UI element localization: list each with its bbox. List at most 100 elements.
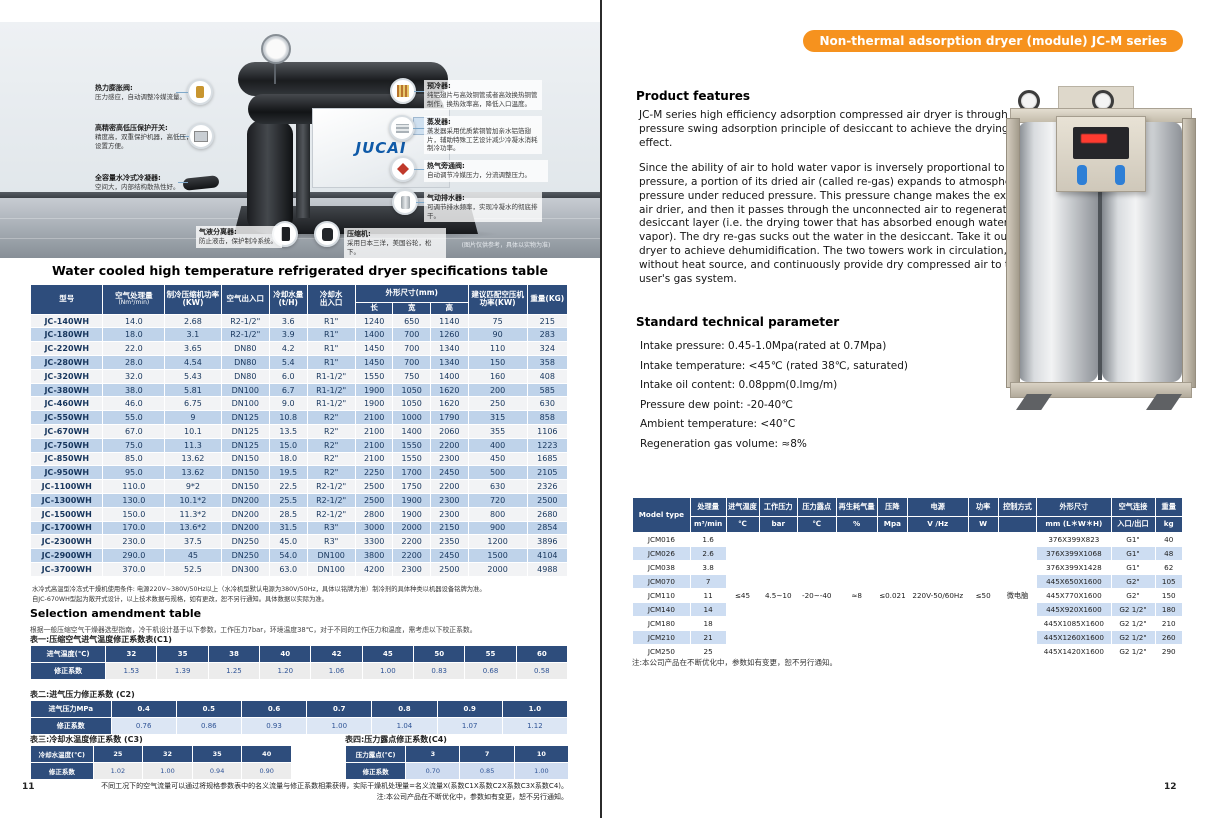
- table-cell: 3: [405, 745, 461, 763]
- table-row: JCM026 2.6 376X399X1068 G1" 48: [632, 546, 1183, 561]
- table-cell: 32: [105, 645, 158, 663]
- table-cell: 1260: [430, 327, 469, 343]
- tech-parameter: Intake pressure: 0.45-1.0Mpa(rated at 0.…: [640, 340, 887, 352]
- precooler-icon: [390, 78, 416, 104]
- table-cell: 0.9: [436, 700, 503, 718]
- col-regen-gas: 再生耗气量: [835, 497, 878, 517]
- table-cell: 450: [467, 451, 528, 467]
- col-match-power: 建议匹配空压机功率(KW): [467, 284, 528, 315]
- col-model: 型号: [29, 284, 104, 315]
- correction-table-c1: 进气温度(℃) 32 35 38 40 42 45 50 55 60 修正系数 1.53 1.39 1.2…: [29, 645, 569, 680]
- footer-line: 注:本公司产品在不断优化中，参数如有变更，恕不另行通知。: [376, 792, 568, 801]
- table-cell: 2854: [526, 520, 569, 536]
- table-cell: 3800: [354, 548, 394, 563]
- table-cell: 1.53: [105, 662, 158, 680]
- table-cell: 105: [1154, 574, 1183, 589]
- table-cell: 0.68: [464, 662, 517, 680]
- table-cell: 1750: [392, 479, 431, 494]
- callout-desc: 防止液击，保护制冷系统。: [199, 237, 277, 246]
- table-cell: 31.5: [268, 520, 308, 536]
- table-cell: 1400: [354, 327, 394, 343]
- table-cell: 22.0: [102, 341, 166, 357]
- table-cell: ≤50: [967, 532, 999, 659]
- table-cell: 3.8: [689, 560, 727, 575]
- table-row: JCM070 7 445X650X1600 G2" 105: [632, 574, 1183, 589]
- table-cell: 1106: [526, 424, 569, 439]
- table-cell: 2300: [430, 451, 469, 467]
- table-cell: 18: [689, 616, 727, 631]
- table-cell: R2-1/2": [306, 479, 356, 494]
- callout-pressure-switch: 高精密高低压保护开关: 精度高，双重保护机器，高低压，设置方便。: [95, 124, 193, 150]
- table-cell: 2000: [392, 520, 431, 536]
- table-cell: 900: [467, 520, 528, 536]
- table-cell: 1550: [354, 368, 394, 384]
- correction-table-c2: 进气压力MPa 0.4 0.5 0.6 0.7 0.8 0.9 1.0 修正系数 0.76 0.86…: [30, 700, 569, 735]
- table-cell: 21: [689, 630, 727, 645]
- table-cell: 1700: [392, 465, 431, 481]
- leader-line: [178, 136, 189, 137]
- table-cell: 2250: [354, 465, 394, 481]
- table-cell: 75: [467, 313, 528, 329]
- table-cell: 4104: [526, 548, 569, 563]
- table-cell: 500: [467, 465, 528, 481]
- table-row: JCM110 11 445X770X1600 G2" 150: [632, 588, 1183, 603]
- table-cell: 0.93: [240, 717, 308, 735]
- table-cell: 进气压力MPa: [30, 700, 112, 718]
- callout-separator: 气液分离器: 防止液击，保护制冷系统。: [196, 226, 282, 248]
- page-left: JUCAI 热力膨胀阀:: [0, 0, 600, 818]
- frame-rail-left: [1006, 118, 1020, 388]
- table-cell: 5.43: [164, 368, 222, 384]
- table-cell: 1240: [354, 313, 394, 329]
- table-row: JC-2900WH 290.0 45 DN250 54.0 DN100 3800 2200 24…: [29, 548, 569, 563]
- table-cell: JCM070: [632, 574, 691, 589]
- table-cell: 445X1420X1600: [1036, 644, 1112, 659]
- bottom-plate: [1010, 382, 1192, 398]
- table-cell: 1340: [430, 341, 469, 357]
- table-cell: 63.0: [268, 561, 308, 577]
- table-cell: 75.0: [102, 437, 166, 453]
- table-row: 修正系数 1.02 1.00 0.94 0.90: [30, 762, 292, 780]
- table-cell: 3.6: [268, 313, 308, 329]
- table-cell: JCM250: [632, 644, 691, 659]
- table-cell: DN100: [306, 561, 356, 577]
- table-cell: 0.4: [110, 700, 177, 718]
- table-cell: 1550: [392, 437, 431, 453]
- table-cell: 2500: [526, 492, 569, 508]
- table-cell: 50: [413, 645, 466, 663]
- pressure-switch-icon: [188, 123, 214, 149]
- table-cell: 1200: [467, 534, 528, 550]
- callout-title: 气动排水器:: [427, 194, 465, 202]
- table-cell: 3896: [526, 534, 569, 550]
- table-cell: JC-380WH: [29, 382, 104, 398]
- table-cell: R1": [306, 327, 356, 343]
- table-cell: 376X399X823: [1036, 532, 1112, 547]
- table-cell: 2450: [430, 548, 469, 563]
- table-row: 修正系数 0.76 0.86 0.93 1.00 1.04 1.07 1.12: [30, 717, 569, 735]
- table-cell: JC-950WH: [29, 465, 104, 481]
- callout-desc: 自动调节冷媒压力，分流调整压力。: [427, 171, 531, 180]
- table-cell: 3300: [354, 534, 394, 550]
- table-cell: 28.0: [102, 355, 166, 370]
- table-cell: 150: [467, 355, 528, 370]
- table-cell: 2060: [430, 424, 469, 439]
- left-page-footer: 不同工况下的空气流量可以通过将规格参数表中的名义流量与修正系数相乘获得，实际干燥…: [30, 781, 568, 802]
- col-weight: 重量(KG): [526, 284, 569, 315]
- table-cell: 858: [526, 410, 569, 425]
- unit-work-pressure: bar: [758, 516, 798, 533]
- table-cell: 40: [259, 645, 312, 663]
- col-water-flow: 冷却水量(t/H): [268, 284, 308, 315]
- evaporator-glyph: [395, 123, 409, 133]
- features-paragraph: Since the ability of air to hold water v…: [639, 162, 1046, 285]
- callout-desc: 可调节排水频率，实现冷凝水的彻底排干。: [427, 203, 538, 220]
- table-cell: 215: [526, 313, 569, 329]
- table-cell: DN300: [220, 561, 270, 577]
- table-cell: JCM038: [632, 560, 691, 575]
- table-cell: 修正系数: [29, 662, 107, 680]
- table-cell: 1550: [392, 451, 431, 467]
- table-cell: 19.5: [268, 465, 308, 481]
- table-row: JC-1100WH 110.0 9*2 DN150 22.5 R2-1/2" 2500 175…: [29, 479, 569, 494]
- callout-condenser: 全容量水冷式冷凝器: 空间大，内部结构散热性好。: [95, 174, 193, 192]
- table-cell: JCM026: [632, 546, 691, 561]
- leader-line: [413, 128, 425, 129]
